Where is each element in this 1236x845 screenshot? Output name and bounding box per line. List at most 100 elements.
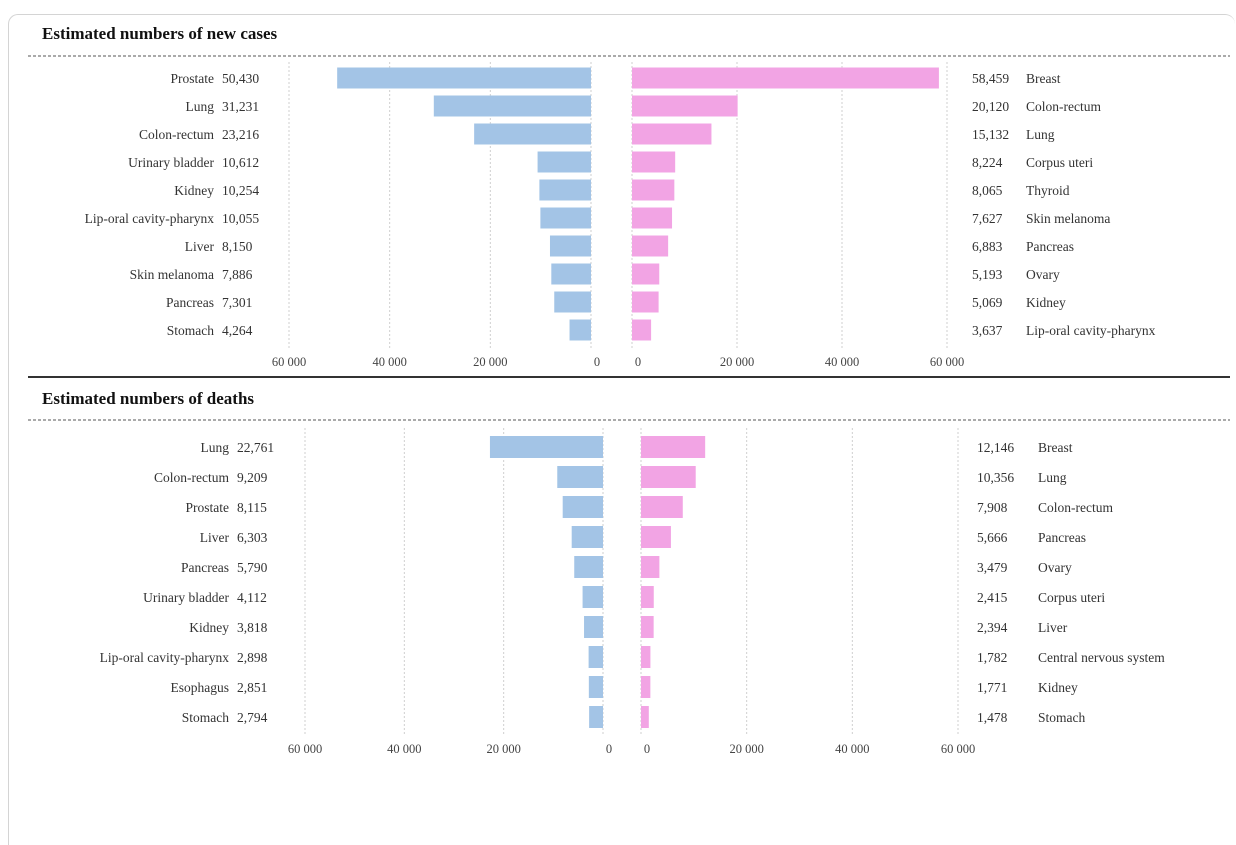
category-label: Thyroid [1026, 183, 1070, 198]
bar-left [540, 207, 591, 229]
figure-frame [8, 14, 1235, 845]
data-label: 5,069 [972, 295, 1003, 310]
bar-left [539, 179, 591, 201]
data-label: 2,794 [237, 710, 268, 725]
bar-right [632, 291, 659, 313]
category-label: Breast [1038, 440, 1073, 455]
data-label: 20,120 [972, 99, 1009, 114]
category-label: Ovary [1038, 560, 1072, 575]
x-tick-label: 0 [644, 742, 650, 756]
category-label: Stomach [182, 710, 229, 725]
category-label: Kidney [1026, 295, 1066, 310]
category-label: Lip-oral cavity-pharynx [1026, 323, 1156, 338]
bar-right [641, 436, 706, 458]
bar-right [632, 235, 669, 257]
data-label: 2,415 [977, 590, 1008, 605]
data-label: 2,851 [237, 680, 267, 695]
bar-left [582, 586, 603, 608]
bar-right [632, 151, 676, 173]
bar-left [489, 436, 603, 458]
x-tick-label: 40 000 [825, 355, 859, 369]
category-label: Stomach [167, 323, 214, 338]
x-tick-label: 40 000 [372, 355, 406, 369]
category-label: Skin melanoma [130, 267, 214, 282]
category-label: Kidney [1038, 680, 1078, 695]
bar-right [632, 263, 660, 285]
bar-left [557, 466, 603, 488]
bar-left [584, 616, 603, 638]
category-label: Liver [185, 239, 215, 254]
bar-right [632, 319, 652, 341]
category-label: Kidney [189, 620, 229, 635]
category-label: Colon-rectum [1026, 99, 1101, 114]
category-label: Pancreas [1038, 530, 1086, 545]
data-label: 1,782 [977, 650, 1007, 665]
chart-title: Estimated numbers of new cases [42, 24, 278, 43]
bar-right [641, 676, 651, 698]
data-label: 22,761 [237, 440, 274, 455]
data-label: 7,627 [972, 211, 1003, 226]
category-label: Colon-rectum [154, 470, 229, 485]
x-tick-label: 0 [594, 355, 600, 369]
category-label: Pancreas [1026, 239, 1074, 254]
category-label: Corpus uteri [1026, 155, 1093, 170]
bar-right [641, 586, 654, 608]
category-label: Stomach [1038, 710, 1085, 725]
bar-left [588, 646, 603, 668]
data-label: 3,479 [977, 560, 1008, 575]
pyramid-chart: Estimated numbers of new cases 60 000 40 0… [28, 24, 1230, 756]
data-label: 10,612 [222, 155, 259, 170]
bar-right [632, 123, 712, 145]
bar-left [554, 291, 591, 313]
category-label: Ovary [1026, 267, 1060, 282]
bar-right [641, 466, 696, 488]
x-tick-label: 20 000 [729, 742, 763, 756]
category-label: Prostate [171, 71, 215, 86]
category-label: Lung [1038, 470, 1067, 485]
data-label: 7,886 [222, 267, 253, 282]
category-label: Breast [1026, 71, 1061, 86]
data-label: 10,254 [222, 183, 259, 198]
category-label: Lip-oral cavity-pharynx [85, 211, 215, 226]
bar-left [433, 95, 591, 117]
bar-left [537, 151, 591, 173]
data-label: 8,115 [237, 500, 267, 515]
bar-right [632, 179, 675, 201]
bar-right [632, 207, 673, 229]
bar-right [641, 646, 651, 668]
x-tick-label: 40 000 [387, 742, 421, 756]
data-label: 3,818 [237, 620, 268, 635]
data-label: 2,394 [977, 620, 1008, 635]
category-label: Colon-rectum [1038, 500, 1113, 515]
category-label: Urinary bladder [128, 155, 214, 170]
bar-right [641, 526, 671, 548]
bar-right [641, 496, 683, 518]
category-label: Corpus uteri [1038, 590, 1105, 605]
data-label: 7,908 [977, 500, 1008, 515]
category-label: Skin melanoma [1026, 211, 1110, 226]
data-label: 1,478 [977, 710, 1008, 725]
data-label: 2,898 [237, 650, 268, 665]
category-label: Urinary bladder [143, 590, 229, 605]
bar-right [632, 67, 939, 89]
data-label: 8,065 [972, 183, 1003, 198]
bar-right [641, 616, 654, 638]
data-label: 8,224 [972, 155, 1003, 170]
bar-left [337, 67, 591, 89]
category-label: Lung [201, 440, 230, 455]
data-label: 3,637 [972, 323, 1003, 338]
category-label: Lung [1026, 127, 1055, 142]
data-label: 8,150 [222, 239, 253, 254]
x-tick-label: 60 000 [941, 742, 975, 756]
category-label: Pancreas [166, 295, 214, 310]
bar-right [641, 556, 660, 578]
category-label: Prostate [186, 500, 230, 515]
data-label: 23,216 [222, 127, 259, 142]
x-tick-label: 0 [635, 355, 641, 369]
bar-left [588, 676, 603, 698]
x-tick-label: 60 000 [288, 742, 322, 756]
data-label: 6,883 [972, 239, 1003, 254]
bar-right [641, 706, 649, 728]
bar-left [569, 319, 591, 341]
x-tick-label: 60 000 [272, 355, 306, 369]
